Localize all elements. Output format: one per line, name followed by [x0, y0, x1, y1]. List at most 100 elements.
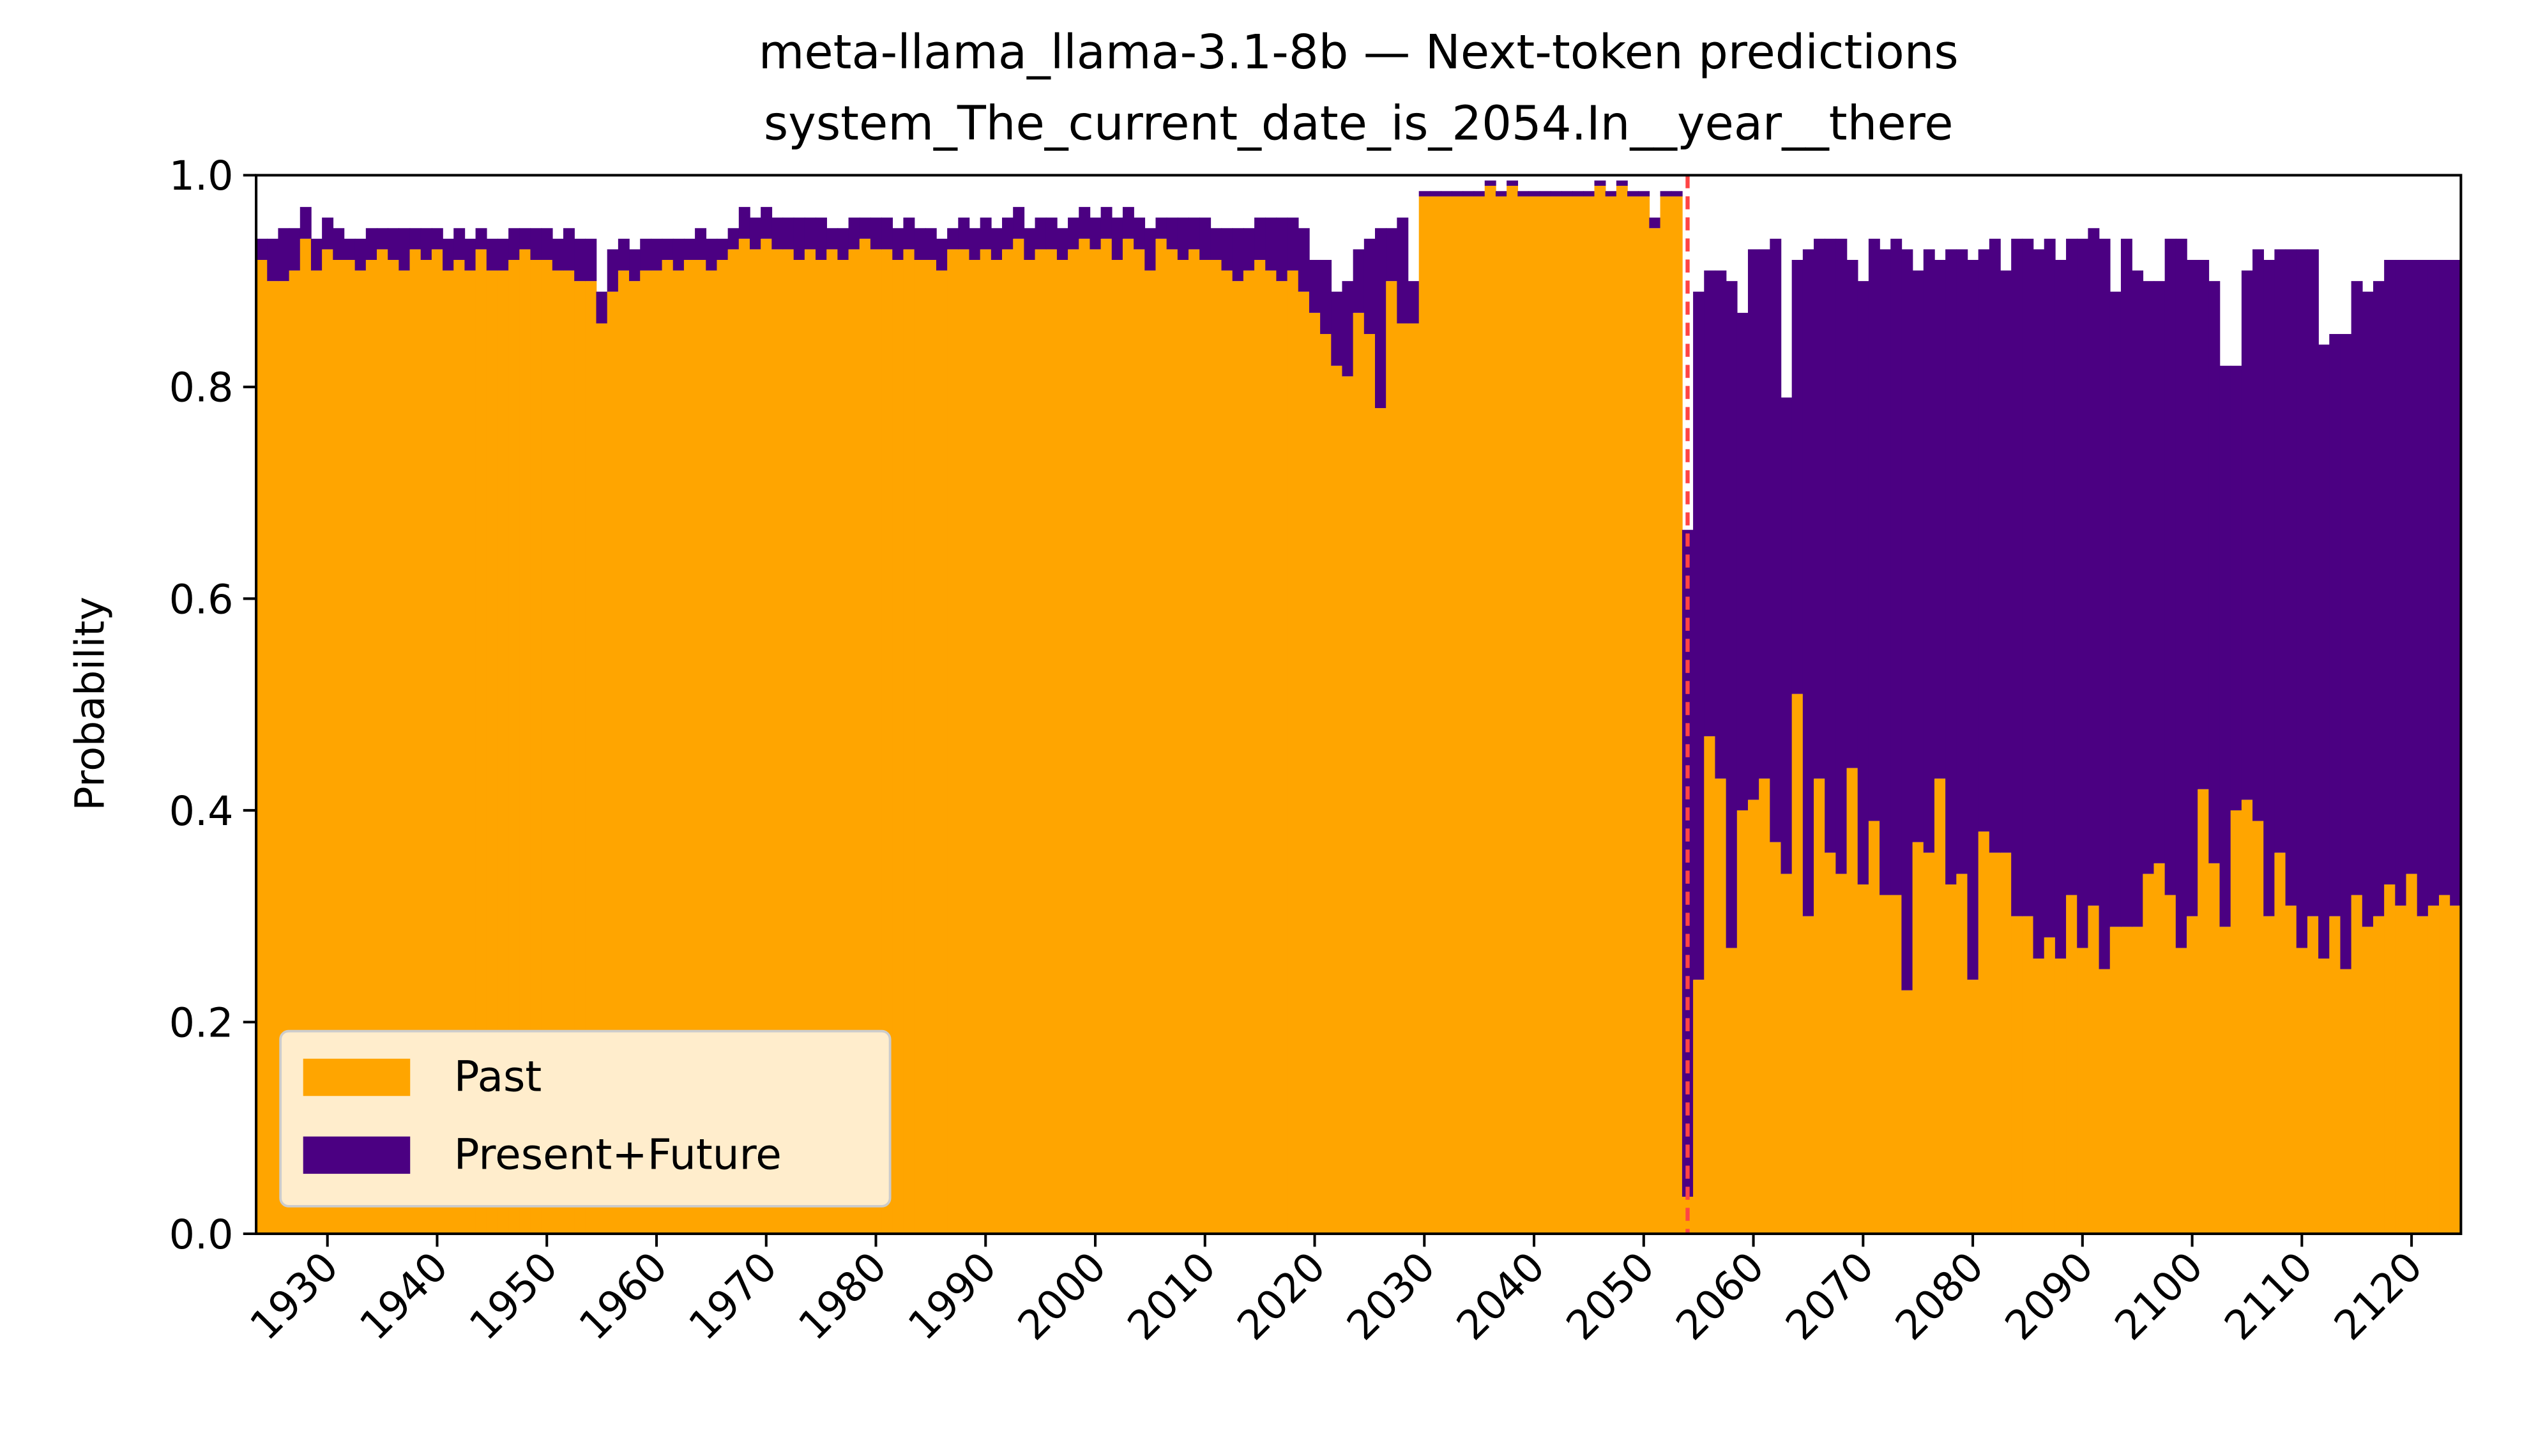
- bar-segment: [443, 270, 455, 1234]
- bar-segment: [2208, 281, 2221, 863]
- bar-segment: [1276, 281, 1288, 1234]
- bar-segment: [1363, 334, 1376, 1234]
- bar-segment: [1408, 323, 1420, 1234]
- bar-segment: [1825, 238, 1837, 853]
- bar-segment: [2406, 874, 2418, 1234]
- bar-segment: [1320, 334, 1332, 1234]
- bar-segment: [2011, 916, 2023, 1234]
- bar-segment: [1243, 270, 1255, 1234]
- bar-segment: [618, 238, 630, 271]
- bar-segment: [508, 228, 520, 260]
- bar-segment: [300, 207, 312, 239]
- bar-segment: [804, 249, 816, 1234]
- bar-segment: [333, 228, 345, 260]
- bar-segment: [399, 270, 411, 1234]
- bar-segment: [1024, 259, 1036, 1234]
- bar-segment: [574, 281, 586, 1234]
- bar-segment: [1704, 736, 1716, 1234]
- bar-segment: [2252, 821, 2264, 1234]
- bar-segment: [1605, 196, 1617, 1234]
- bar-segment: [1166, 217, 1178, 250]
- bar-segment: [497, 238, 509, 271]
- bar-segment: [881, 249, 893, 1234]
- legend-label: Past: [454, 1052, 542, 1102]
- bar-segment: [1715, 778, 1727, 1234]
- bar-segment: [1550, 196, 1562, 1234]
- bar-segment: [2143, 874, 2155, 1234]
- bar-segment: [365, 228, 377, 260]
- bar-segment: [2054, 959, 2067, 1234]
- bar-segment: [1814, 238, 1825, 779]
- bar-segment: [1254, 217, 1266, 260]
- bar-segment: [1397, 323, 1409, 1234]
- bar-segment: [1002, 249, 1014, 1234]
- bar-segment: [1232, 228, 1244, 282]
- bar-segment: [1627, 191, 1639, 197]
- bar-segment: [1342, 376, 1354, 1234]
- bar-segment: [1100, 238, 1113, 1234]
- x-tick-label: 2050: [1557, 1243, 1664, 1349]
- bar-segment: [2329, 916, 2341, 1234]
- bar-segment: [2307, 249, 2319, 916]
- bar-segment: [399, 228, 411, 271]
- x-tick-label: 1960: [570, 1243, 676, 1349]
- bar-segment: [1550, 191, 1562, 197]
- bar-segment: [2219, 365, 2231, 927]
- bar-segment: [958, 249, 970, 1234]
- x-tick-label: 1940: [351, 1243, 457, 1349]
- bar-segment: [1912, 270, 1924, 842]
- bar-segment: [508, 259, 520, 1234]
- bar-segment: [1374, 228, 1386, 409]
- bar-segment: [2318, 959, 2330, 1234]
- bar-segment: [706, 238, 718, 271]
- bar-segment: [1978, 249, 1990, 832]
- bar-segment: [344, 259, 356, 1234]
- bar-segment: [1638, 196, 1650, 1234]
- bar-segment: [1846, 259, 1858, 768]
- bar-segment: [816, 217, 827, 260]
- bar-segment: [816, 259, 827, 1234]
- chart-title: meta-llama_llama-3.1-8b — Next-token pre…: [759, 26, 1959, 80]
- bar-segment: [1166, 249, 1178, 1234]
- bar-segment: [2252, 249, 2264, 821]
- bar-segment: [2175, 238, 2187, 948]
- bar-segment: [2263, 259, 2275, 916]
- bar-segment: [1923, 853, 1935, 1234]
- bar-segment: [749, 217, 761, 250]
- bar-segment: [826, 228, 839, 250]
- bar-segment: [1155, 217, 1167, 239]
- bar-segment: [1934, 259, 1946, 779]
- bar-segment: [464, 270, 476, 1234]
- bar-segment: [2033, 959, 2045, 1234]
- bar-segment: [1462, 196, 1475, 1234]
- bar-segment: [1068, 249, 1080, 1234]
- bar-segment: [344, 238, 356, 260]
- bar-segment: [2077, 948, 2089, 1234]
- y-tick-label: 0.0: [169, 1211, 234, 1258]
- bar-segment: [1759, 249, 1771, 779]
- bar-segment: [2450, 906, 2462, 1234]
- bar-segment: [1429, 196, 1441, 1234]
- bar-segment: [1079, 238, 1091, 1234]
- bar-segment: [1210, 228, 1222, 260]
- bar-segment: [629, 281, 641, 1234]
- bar-segment: [1100, 207, 1113, 239]
- bar-segment: [1978, 831, 1990, 1234]
- bar-segment: [1583, 191, 1595, 197]
- bar-segment: [1704, 270, 1716, 736]
- bar-segment: [1495, 191, 1507, 197]
- bar-segment: [947, 249, 959, 1234]
- x-tick-label: 1970: [680, 1243, 786, 1349]
- bar-segment: [727, 228, 740, 250]
- bar-segment: [377, 249, 388, 1234]
- bar-segment: [727, 249, 740, 1234]
- bar-segment: [453, 228, 466, 260]
- bar-segment: [1956, 874, 1968, 1234]
- bar-segment: [2450, 259, 2462, 906]
- y-tick-label: 0.8: [169, 364, 234, 411]
- bar-segment: [2011, 238, 2023, 916]
- bar-segment: [2417, 916, 2429, 1234]
- bar-segment: [1090, 249, 1102, 1234]
- bar-segment: [914, 259, 926, 1234]
